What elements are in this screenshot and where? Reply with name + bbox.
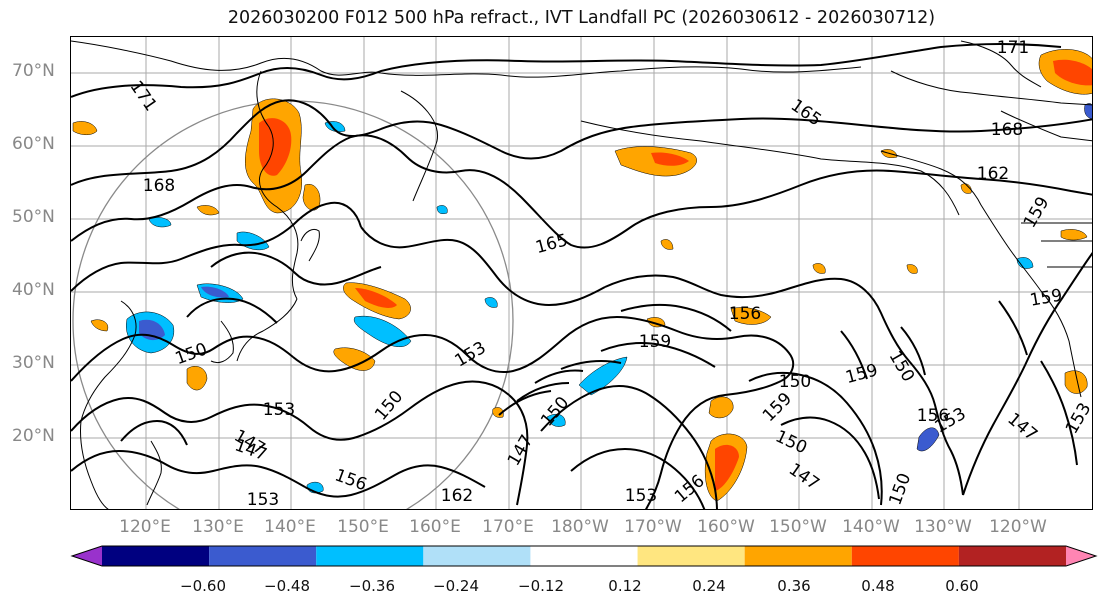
lon-label-150e: 150°E (337, 517, 389, 537)
lon-label-150w: 150°W (769, 517, 827, 537)
colorbar-cell (423, 546, 531, 566)
contour-label: 165 (787, 95, 825, 130)
colorbar-tick: −0.36 (349, 577, 395, 595)
lat-label-50n: 50°N (12, 207, 55, 227)
lon-label-140w: 140°W (842, 517, 900, 537)
colorbar-tick: 0.24 (692, 577, 726, 595)
contour-label: 153 (1062, 399, 1093, 437)
lon-label-130e: 130°E (192, 517, 244, 537)
contour-label: 150 (779, 372, 811, 392)
contour-label: 150 (885, 347, 919, 385)
height-contours (71, 43, 1092, 509)
colorbar (70, 545, 1098, 567)
colorbar-cell (102, 546, 210, 566)
contour-label: 150 (885, 471, 915, 508)
colorbar-cell (637, 546, 745, 566)
contour-label: 162 (977, 164, 1009, 184)
contour-label: 150 (537, 393, 573, 431)
lon-label-160w: 160°W (697, 517, 755, 537)
colorbar-tick: 0.48 (861, 577, 895, 595)
colorbar-cell (530, 546, 638, 566)
contour-label: 168 (991, 120, 1023, 140)
graticule (71, 37, 1092, 509)
lon-label-180w: 180°W (551, 517, 609, 537)
contour-label: 156 (671, 471, 709, 507)
contour-label: 156 (917, 406, 949, 426)
colorbar-tick: 0.36 (777, 577, 811, 595)
contour-label: 153 (263, 400, 295, 420)
contour-label: 171 (997, 38, 1029, 58)
lon-label-140e: 140°E (264, 517, 316, 537)
colorbar-extend-high (1066, 546, 1096, 566)
colorbar-tick: −0.12 (518, 577, 564, 595)
lon-label-120e: 120°E (119, 517, 171, 537)
map-title: 2026030200 F012 500 hPa refract., IVT La… (227, 8, 936, 28)
map-canvas: 171 168 165 162 159 156 153 150 147 162 … (71, 37, 1093, 510)
colorbar-tick: 0.12 (608, 577, 642, 595)
lat-label-40n: 40°N (12, 280, 55, 300)
contour-label: 159 (1020, 193, 1054, 231)
contour-label: 159 (639, 332, 671, 352)
contour-label: 168 (143, 176, 175, 196)
map-frame: 171 168 165 162 159 156 153 150 147 162 … (70, 36, 1093, 510)
lon-label-170e: 170°E (482, 517, 534, 537)
contour-label: 150 (772, 427, 810, 459)
colorbar-cell (744, 546, 852, 566)
lat-label-70n: 70°N (12, 61, 55, 81)
contour-label: 147 (1003, 409, 1041, 445)
colorbar-tick: −0.24 (433, 577, 479, 595)
colorbar-cell (851, 546, 959, 566)
colorbar-cell (958, 546, 1066, 566)
contour-label: 156 (729, 304, 761, 324)
colorbar-tick: −0.60 (180, 577, 226, 595)
lon-label-160e: 160°E (409, 517, 461, 537)
colorbar-extend-low (72, 546, 102, 566)
lon-label-130w: 130°W (914, 517, 972, 537)
contour-label: 171 (126, 77, 161, 115)
contour-label: 165 (533, 230, 570, 258)
contour-label: 162 (441, 486, 473, 506)
lat-label-60n: 60°N (12, 134, 55, 154)
contour-label: 159 (843, 360, 880, 388)
lat-label-20n: 20°N (12, 426, 55, 446)
lon-label-120w: 120°W (989, 517, 1047, 537)
contour-label: 159 (1028, 285, 1063, 310)
colorbar-tick: 0.60 (945, 577, 979, 595)
lat-label-30n: 30°N (12, 353, 55, 373)
lon-label-170w: 170°W (624, 517, 682, 537)
colorbar-cell (209, 546, 317, 566)
colorbar-outline (70, 545, 1098, 567)
contour-label: 153 (625, 486, 657, 506)
colorbar-tick: −0.48 (264, 577, 310, 595)
contour-label: 150 (371, 387, 407, 425)
contour-label: 147 (785, 459, 823, 494)
contour-label: 153 (247, 490, 279, 510)
colorbar-cell (316, 546, 424, 566)
